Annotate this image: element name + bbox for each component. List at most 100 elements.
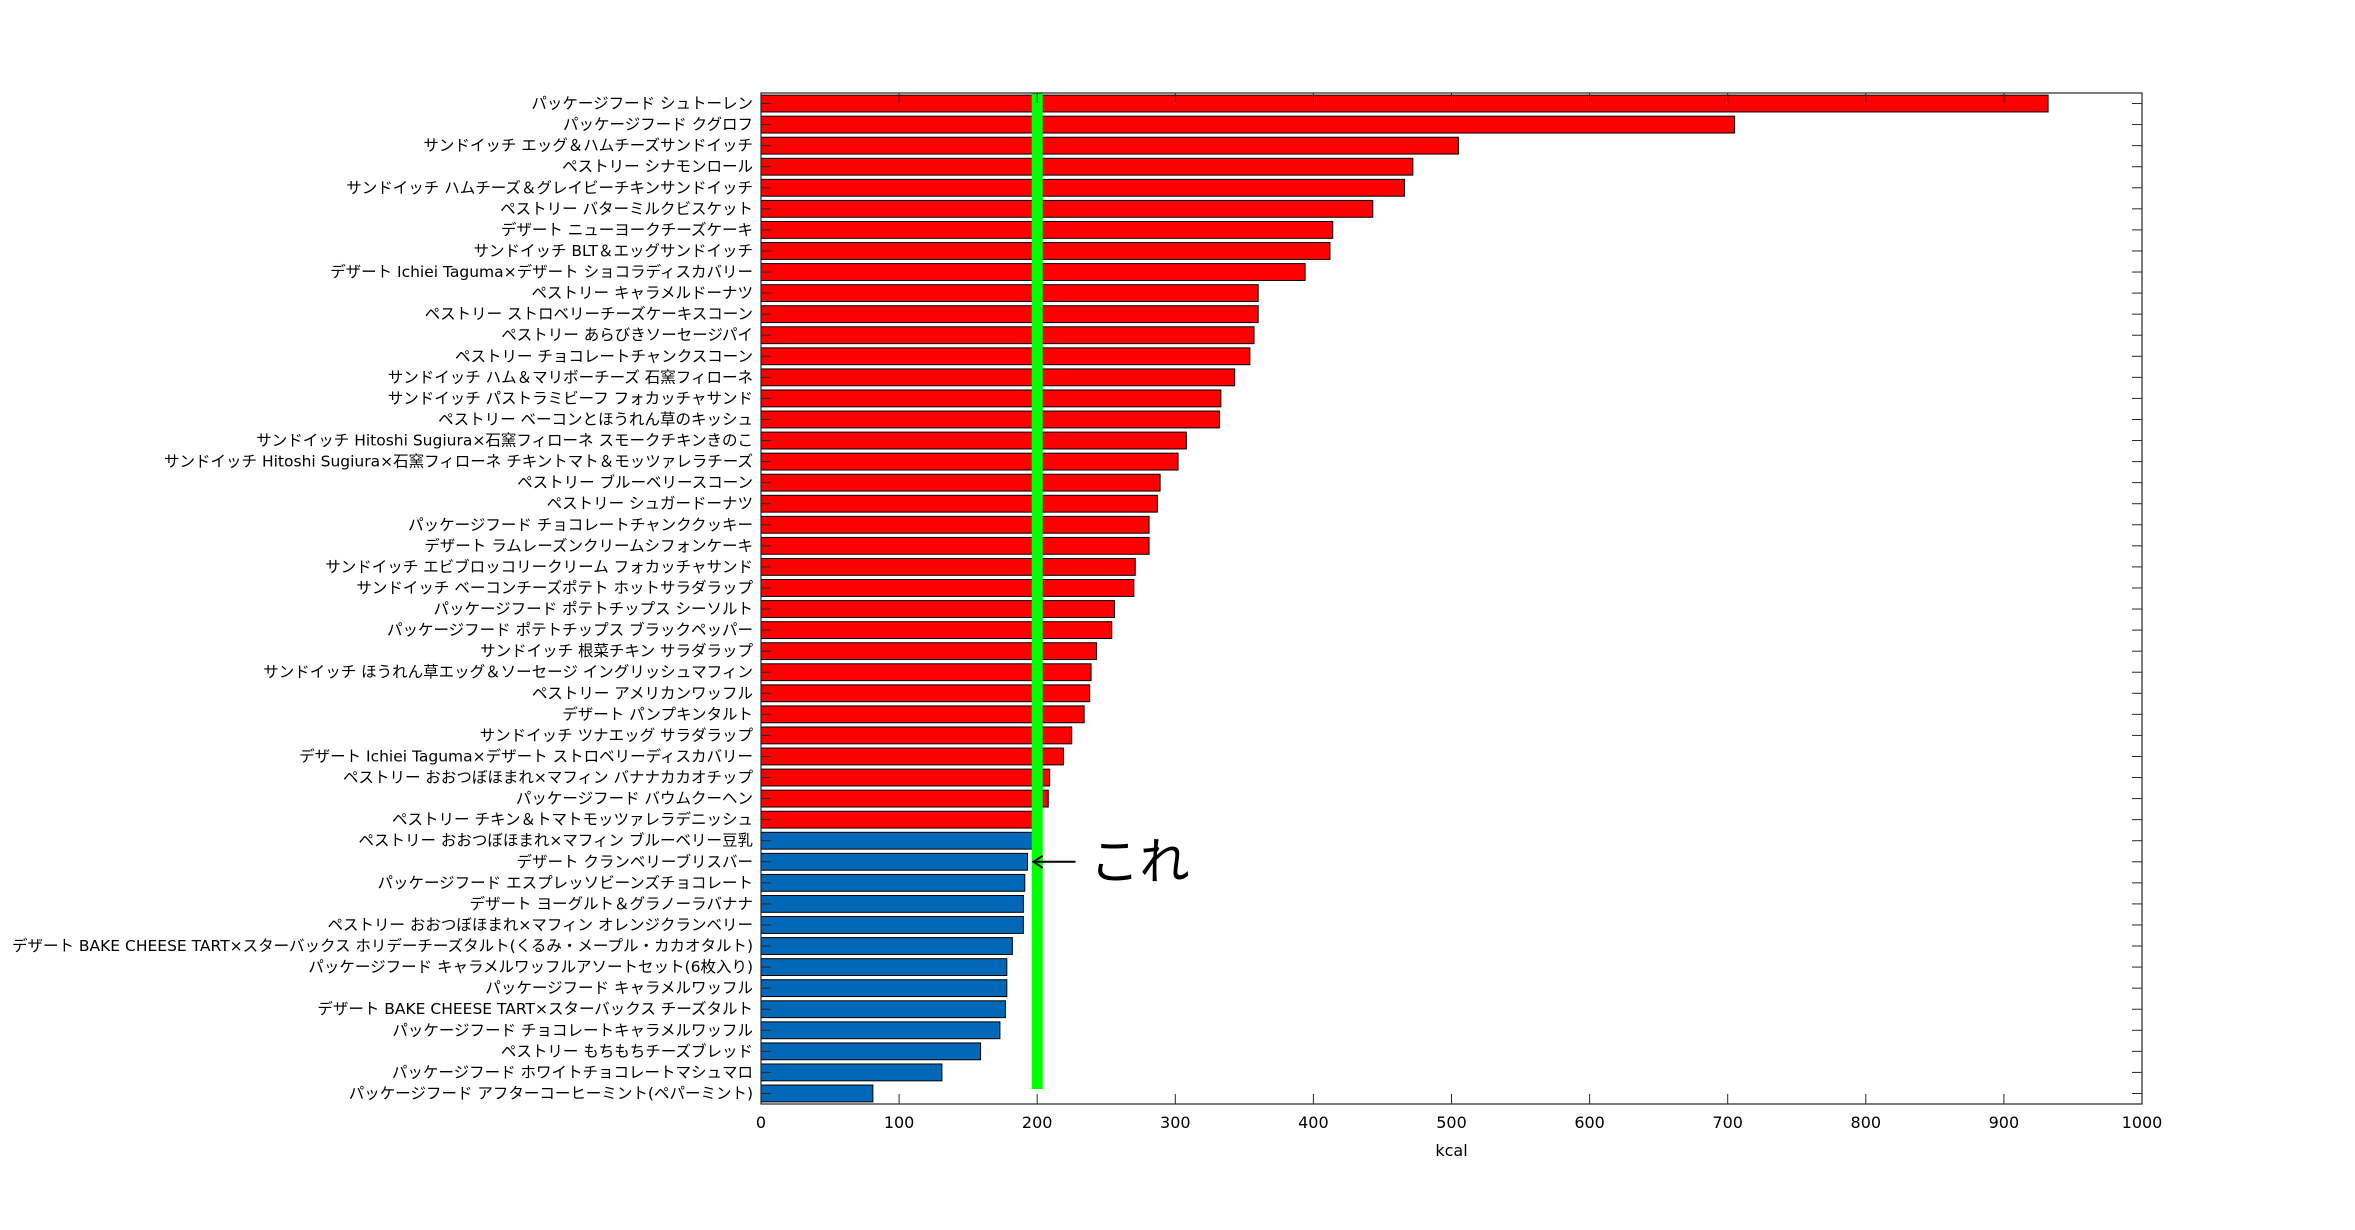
category-label: ペストリー チキン＆トマトモッツァレラデニッシュ: [392, 810, 753, 829]
category-label: デザート Ichiei Taguma×デザート ショコラディスカバリー: [330, 262, 753, 281]
bar: [760, 220, 1334, 239]
annotation-text: これ: [1090, 833, 1190, 891]
category-label: ペストリー シュガードーナツ: [547, 495, 753, 513]
category-label: デザート パンプキンタルト: [562, 704, 753, 723]
bar: [760, 431, 1187, 450]
bar: [760, 557, 1136, 576]
bar: [760, 347, 1251, 366]
category-label: パッケージフード アフターコーヒーミント(ペパーミント): [349, 1084, 753, 1102]
category-label: ペストリー おおつぼほまれ×マフィン オレンジクランベリー: [327, 916, 753, 934]
x-tick-label: 100: [884, 1113, 915, 1132]
category-label: サンドイッチ BLT＆エッグサンドイッチ: [473, 242, 753, 260]
category-label: サンドイッチ 根菜チキン サラダラップ: [480, 642, 753, 660]
category-label: サンドイッチ Hitoshi Sugiura×石窯フィローネ チキントマト＆モッ…: [164, 453, 753, 471]
category-label: ペストリー バターミルクビスケット: [500, 200, 753, 218]
bar: [760, 1084, 874, 1103]
axes: 0 100 200 300 400 500 600 700 800 900 1000 kcal: [756, 92, 2163, 1160]
bar: [760, 726, 1073, 745]
bar: [760, 515, 1150, 534]
bar: [760, 1042, 982, 1061]
category-label: ペストリー おおつぼほまれ×マフィン バナナカカオチップ: [343, 769, 754, 787]
category-label: ペストリー シナモンロール: [562, 158, 753, 176]
x-tick-label: 600: [1574, 1113, 1605, 1132]
category-label: デザート ニューヨークチーズケーキ: [501, 220, 753, 239]
category-label: パッケージフード キャラメルワッフル: [485, 979, 753, 997]
x-tick-label: 500: [1436, 1113, 1467, 1132]
bar: [760, 810, 1035, 829]
category-label: ペストリー あらびきソーセージパイ: [501, 326, 753, 344]
category-label: ペストリー ブルーベリースコーン: [517, 473, 753, 492]
bar: [760, 115, 1736, 134]
bar: [760, 410, 1220, 429]
bar: [760, 894, 1024, 913]
category-label: パッケージフード シュトーレン: [531, 95, 753, 113]
bar: [760, 305, 1259, 324]
x-tick-label: 0: [756, 1113, 766, 1132]
category-label: パッケージフード チョコレートチャンククッキー: [408, 516, 753, 534]
bar: [760, 494, 1158, 513]
category-label: パッケージフード エスプレッソビーンズチョコレート: [377, 874, 753, 892]
category-label: サンドイッチ ほうれん草エッグ＆ソーセージ イングリッシュマフィン: [263, 663, 753, 681]
category-label: デザート BAKE CHEESE TART×スターバックス チーズタルト: [317, 999, 753, 1018]
x-tick-label: 400: [1298, 1113, 1329, 1132]
bar: [760, 94, 2049, 113]
bar: [760, 452, 1179, 471]
category-label: パッケージフード ポテトチップス シーソルト: [433, 600, 753, 618]
bar: [760, 368, 1236, 387]
x-tick-label: 1000: [2122, 1113, 2163, 1132]
category-label: パッケージフード バウムクーヘン: [516, 790, 753, 808]
bar: [760, 136, 1459, 155]
category-label: サンドイッチ ハムチーズ＆グレイビーチキンサンドイッチ: [346, 179, 753, 197]
category-label: ペストリー もちもちチーズブレッド: [501, 1041, 753, 1060]
bar: [760, 242, 1331, 260]
x-axis-title: kcal: [1435, 1141, 1467, 1160]
bar: [760, 199, 1374, 218]
x-tick-label: 200: [1022, 1113, 1053, 1132]
bar: [760, 1000, 1006, 1019]
category-label: パッケージフード ホワイトチョコレートマシュマロ: [392, 1063, 753, 1081]
category-label: パッケージフード ポテトチップス ブラックペッパー: [387, 620, 753, 639]
bar: [760, 768, 1051, 787]
category-label: パッケージフード チョコレートキャラメルワッフル: [392, 1021, 753, 1039]
bar: [760, 600, 1116, 618]
bar: [760, 873, 1026, 892]
category-label: サンドイッチ ハム＆マリボーチーズ 石窯フィローネ: [388, 368, 753, 386]
category-label: サンドイッチ エビブロッコリークリーム フォカッチャサンド: [325, 557, 753, 576]
x-tick-label: 700: [1712, 1113, 1743, 1132]
bar: [760, 1021, 1001, 1040]
bar: [760, 473, 1161, 492]
category-label: ペストリー アメリカンワッフル: [532, 684, 753, 702]
category-label: ペストリー ストロベリーチーズケーキスコーン: [425, 305, 753, 323]
bar: [760, 958, 1008, 977]
bar: [760, 326, 1255, 345]
category-label: デザート BAKE CHEESE TART×スターバックス ホリデーチーズタルト…: [12, 936, 753, 955]
category-label: デザート Ichiei Taguma×デザート ストロベリーディスカバリー: [299, 746, 753, 765]
category-label: サンドイッチ パストラミビーフ フォカッチャサンド: [388, 389, 753, 407]
category-label: デザート ラムレーズンクリームシフォンケーキ: [424, 536, 753, 555]
bar: [760, 747, 1064, 766]
category-label: パッケージフード クグロフ: [563, 116, 753, 134]
bar: [760, 178, 1406, 197]
category-label: サンドイッチ Hitoshi Sugiura×石窯フィローネ スモークチキンきの…: [256, 432, 753, 450]
bar: [760, 389, 1222, 408]
annotation-arrow-head: [1031, 854, 1044, 869]
bar: [760, 831, 1034, 850]
category-label: ペストリー チョコレートチャンクスコーン: [455, 347, 753, 365]
category-label: サンドイッチ エッグ＆ハムチーズサンドイッチ: [423, 137, 753, 155]
x-tick-label: 800: [1851, 1113, 1882, 1132]
bar: [760, 284, 1259, 303]
bar: [760, 157, 1414, 176]
category-label: サンドイッチ ツナエッグ サラダラップ: [480, 726, 754, 744]
category-label: パッケージフード キャラメルワッフルアソートセット(6枚入り): [308, 958, 753, 976]
bar: [760, 852, 1029, 871]
category-label: デザート ヨーグルト＆グラノーラバナナ: [470, 894, 753, 913]
category-label: ペストリー ベーコンとほうれん草のキッシュ: [438, 410, 753, 428]
x-tick-label: 300: [1160, 1113, 1191, 1132]
category-label: サンドイッチ ベーコンチーズポテト ホットサラダラップ: [356, 579, 753, 597]
category-label: ペストリー キャラメルドーナツ: [532, 284, 753, 302]
bar: [760, 621, 1113, 640]
category-label: ペストリー おおつぼほまれ×マフィン ブルーベリー豆乳: [358, 831, 753, 850]
bar: [760, 579, 1135, 597]
bar: [760, 1063, 943, 1082]
